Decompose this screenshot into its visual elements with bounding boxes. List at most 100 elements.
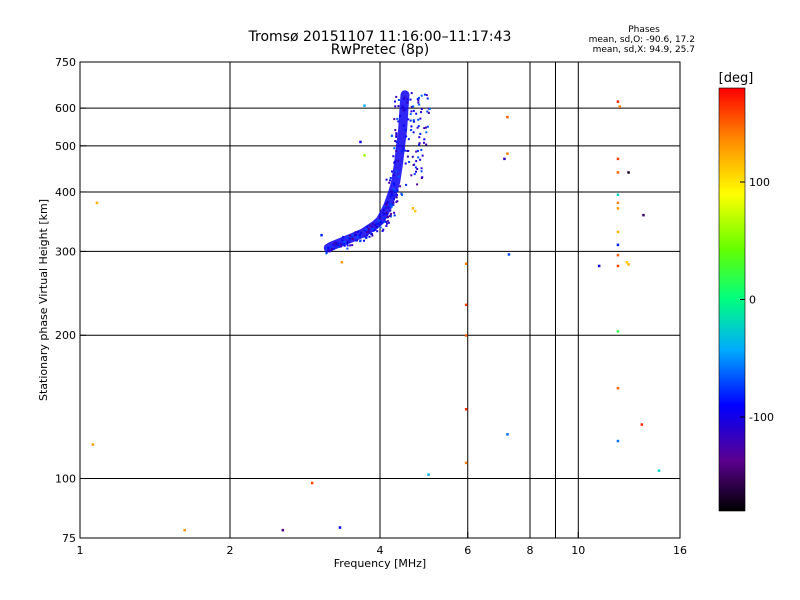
trace-point [416,149,419,152]
trace-point [343,244,346,247]
trace-point [393,211,396,214]
trace-point [418,136,421,139]
trace-point [370,233,373,236]
trace-point [341,239,344,242]
trace-point [335,241,338,244]
echo-point [506,433,509,436]
trace-point [349,244,352,247]
trace-point [389,202,392,205]
trace-point [416,126,419,129]
trace-point [347,240,350,243]
trace-point [404,149,407,152]
trace-point [380,221,383,224]
trace-point [394,140,397,142]
trace-point [402,97,405,100]
trace-point [364,236,367,239]
trace-point [387,221,390,224]
trace-point [332,243,335,246]
trace-point [410,129,413,131]
trace-point [428,107,431,110]
trace-point [426,125,429,128]
echo-point [616,386,620,390]
echo-point [616,157,620,161]
trace-point [396,193,398,196]
echo-point [340,261,344,264]
trace-point [399,185,402,188]
x-tick-label: 8 [527,544,534,557]
x-tick-label: 1 [77,544,84,557]
trace-point [351,233,354,236]
echo-point [183,528,186,532]
trace-point [389,205,392,208]
trace-point [419,158,422,161]
trace-point [346,236,349,239]
trace-point [421,176,424,179]
trace-point [346,244,349,247]
trace-point [374,228,377,231]
trace-point [415,112,418,115]
trace-point [415,170,417,173]
trace-point [385,212,388,214]
trace-point [355,233,357,236]
trace-point [418,96,420,99]
y-tick-label: 100 [55,473,76,486]
trace-point [343,241,346,243]
echo-point [657,469,661,472]
trace-point [382,211,384,214]
trace-point [396,159,399,162]
trace-point [405,135,408,138]
trace-point [402,109,405,112]
trace-point [412,109,415,112]
colorbar-label: [deg] [719,71,754,86]
trace-point [383,219,386,222]
trace-point [401,193,404,196]
trace-point [364,228,367,231]
trace-point [383,220,386,223]
trace-point [329,245,332,248]
trace-point [366,225,369,228]
echo-point [338,526,342,529]
trace-point [385,225,388,227]
echo-point [503,157,506,161]
echo-point [640,423,644,426]
trace-point [393,118,396,121]
trace-point [353,233,356,236]
trace-point [406,155,409,158]
trace-point [376,225,379,228]
trace-point [405,183,408,186]
trace-point [392,197,395,200]
trace-point [421,154,424,157]
trace-point [356,239,359,242]
echo-point [625,261,629,264]
trace-point [392,188,395,191]
echo-point [464,303,468,307]
phases-heading: Phases [628,25,660,35]
trace-point [392,203,395,206]
trace-point [327,249,330,252]
trace-point [389,212,392,215]
echo-point [281,528,285,532]
echo-point [597,264,601,268]
trace-point [417,118,420,121]
trace-point [397,105,400,108]
trace-point [340,242,343,245]
trace-point [385,178,388,181]
trace-point [410,105,413,108]
colorbar-tick-label: 100 [749,176,770,189]
trace-point [399,115,401,117]
trace-point [374,224,377,227]
trace-point [424,126,427,129]
trace-point [359,240,362,243]
colorbar-tick-label: 0 [749,294,756,307]
trace-point [357,230,360,233]
trace-point [395,135,398,138]
trace-point [420,108,423,111]
trace-point [371,225,374,228]
trace-point [418,103,421,106]
trace-point [356,236,359,239]
trace-point [389,179,392,182]
echo-point [616,207,620,210]
echo-point [616,243,620,247]
trace-point [409,98,412,101]
